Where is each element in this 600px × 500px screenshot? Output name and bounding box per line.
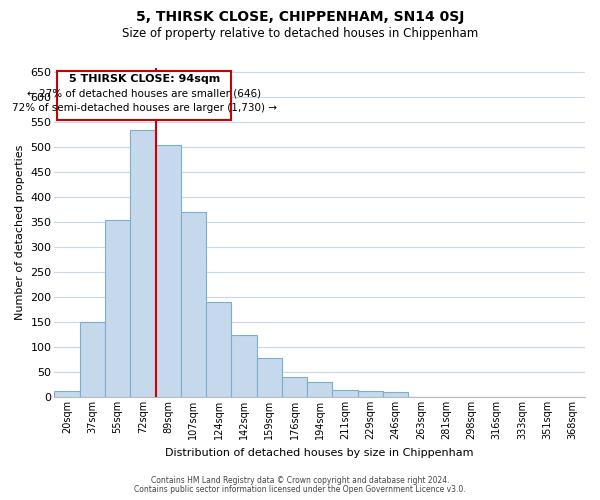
Bar [130, 130, 155, 397]
Bar [105, 220, 130, 397]
Text: Contains HM Land Registry data © Crown copyright and database right 2024.: Contains HM Land Registry data © Crown c… [151, 476, 449, 485]
Bar [332, 390, 358, 397]
Bar [282, 377, 307, 397]
Bar [155, 145, 181, 397]
X-axis label: Distribution of detached houses by size in Chippenham: Distribution of detached houses by size … [166, 448, 474, 458]
Text: 5 THIRSK CLOSE: 94sqm: 5 THIRSK CLOSE: 94sqm [69, 74, 220, 84]
Text: 5, THIRSK CLOSE, CHIPPENHAM, SN14 0SJ: 5, THIRSK CLOSE, CHIPPENHAM, SN14 0SJ [136, 10, 464, 24]
Text: Size of property relative to detached houses in Chippenham: Size of property relative to detached ho… [122, 28, 478, 40]
Bar [80, 322, 105, 397]
Bar [206, 302, 232, 397]
Bar [257, 358, 282, 397]
Text: 72% of semi-detached houses are larger (1,730) →: 72% of semi-detached houses are larger (… [12, 103, 277, 113]
Y-axis label: Number of detached properties: Number of detached properties [15, 144, 25, 320]
Bar [55, 390, 80, 397]
Bar [307, 382, 332, 397]
Bar [358, 390, 383, 397]
Text: ← 27% of detached houses are smaller (646): ← 27% of detached houses are smaller (64… [28, 89, 262, 99]
Bar [232, 334, 257, 397]
Text: Contains public sector information licensed under the Open Government Licence v3: Contains public sector information licen… [134, 485, 466, 494]
Bar [383, 392, 408, 397]
Bar [181, 212, 206, 397]
